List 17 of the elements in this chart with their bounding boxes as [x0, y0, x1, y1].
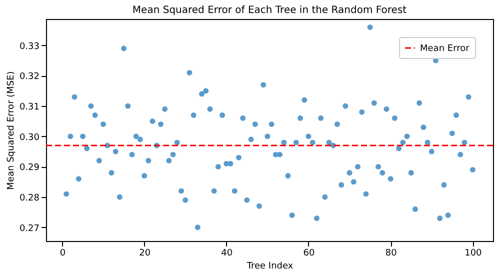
y-tick-label: 0.29: [19, 163, 40, 174]
y-tick-label: 0.27: [19, 224, 40, 234]
x-tick-label: 0: [60, 248, 66, 258]
x-tick-label: 60: [303, 248, 315, 258]
y-axis-title: Mean Squared Error (MSE): [6, 71, 16, 190]
legend-label: Mean Error: [420, 44, 470, 54]
y-tick-label: 0.32: [19, 72, 40, 82]
x-tick-label: 40: [221, 248, 233, 258]
y-tick-label: 0.31: [19, 102, 40, 113]
x-tick-label: 80: [385, 248, 398, 258]
x-tick-label: 100: [464, 248, 482, 258]
chart-title: Mean Squared Error of Each Tree in the Random Forest: [132, 5, 407, 16]
y-tick-label: 0.30: [19, 132, 40, 143]
x-tick-label: 20: [139, 248, 151, 258]
y-tick-label: 0.33: [19, 42, 40, 52]
y-tick-label: 0.28: [19, 194, 40, 204]
x-axis-title: Tree Index: [246, 262, 294, 272]
